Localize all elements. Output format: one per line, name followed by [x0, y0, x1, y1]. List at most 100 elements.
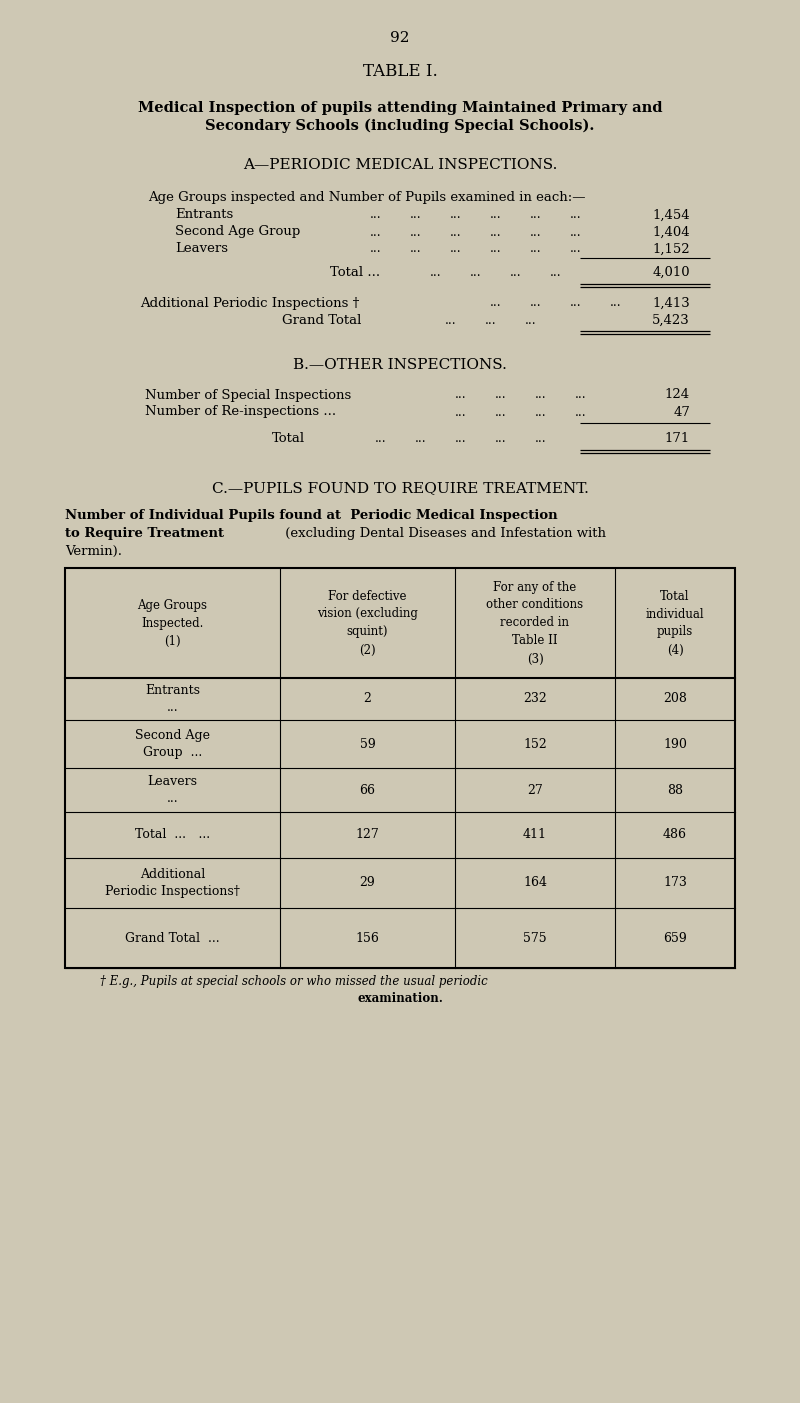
- Text: 411: 411: [523, 829, 547, 842]
- Text: Grand Total  ...: Grand Total ...: [125, 932, 220, 944]
- Text: 1,454: 1,454: [652, 209, 690, 222]
- Text: Grand Total: Grand Total: [282, 313, 362, 327]
- Text: ...: ...: [455, 405, 466, 418]
- Text: For any of the
other conditions
recorded in
Table II
(3): For any of the other conditions recorded…: [486, 581, 583, 665]
- Text: Entrants: Entrants: [175, 209, 234, 222]
- Text: ...: ...: [370, 243, 382, 255]
- Text: to Require Treatment: to Require Treatment: [65, 526, 224, 540]
- Text: ...: ...: [570, 243, 582, 255]
- Text: Total
individual
pupils
(4): Total individual pupils (4): [646, 589, 704, 657]
- Text: ...: ...: [410, 226, 422, 239]
- Text: Additional Periodic Inspections †: Additional Periodic Inspections †: [140, 296, 359, 310]
- Text: ...: ...: [415, 432, 426, 445]
- Text: ...: ...: [370, 226, 382, 239]
- Text: 208: 208: [663, 693, 687, 706]
- Text: ...: ...: [490, 296, 502, 310]
- Text: Second Age
Group  ...: Second Age Group ...: [135, 730, 210, 759]
- Text: 66: 66: [359, 783, 375, 797]
- Text: ...: ...: [450, 209, 462, 222]
- Text: ...: ...: [490, 243, 502, 255]
- Text: Total ...: Total ...: [330, 265, 380, 279]
- Text: ...: ...: [370, 209, 382, 222]
- Text: ...: ...: [495, 389, 506, 401]
- Text: Leavers: Leavers: [175, 243, 228, 255]
- Text: Total  ... ...: Total ... ...: [135, 829, 210, 842]
- Text: 124: 124: [665, 389, 690, 401]
- Text: 2: 2: [363, 693, 371, 706]
- Text: ...: ...: [410, 209, 422, 222]
- Text: 173: 173: [663, 877, 687, 890]
- Text: Age Groups inspected and Number of Pupils examined in each:—: Age Groups inspected and Number of Pupil…: [148, 191, 586, 203]
- Text: 164: 164: [523, 877, 547, 890]
- Text: 156: 156: [355, 932, 379, 944]
- Text: ...: ...: [530, 226, 542, 239]
- Text: ...: ...: [470, 265, 482, 279]
- Text: ...: ...: [535, 389, 546, 401]
- Text: (excluding Dental Diseases and Infestation with: (excluding Dental Diseases and Infestati…: [281, 526, 606, 540]
- Text: ...: ...: [550, 265, 562, 279]
- Text: Medical Inspection of pupils attending Maintained Primary and: Medical Inspection of pupils attending M…: [138, 101, 662, 115]
- Text: 27: 27: [527, 783, 543, 797]
- Text: ...: ...: [495, 405, 506, 418]
- Text: ...: ...: [455, 389, 466, 401]
- Text: ...: ...: [450, 243, 462, 255]
- Text: ...: ...: [570, 209, 582, 222]
- Text: Number of Individual Pupils found at  Periodic Medical Inspection: Number of Individual Pupils found at Per…: [65, 508, 558, 522]
- Text: ...: ...: [490, 226, 502, 239]
- Text: ...: ...: [575, 389, 586, 401]
- Text: ...: ...: [535, 405, 546, 418]
- Text: ...: ...: [445, 313, 457, 327]
- Text: examination.: examination.: [357, 992, 443, 1006]
- Text: Number of Special Inspections: Number of Special Inspections: [145, 389, 351, 401]
- Bar: [65, 568, 735, 968]
- Text: 1,152: 1,152: [652, 243, 690, 255]
- Text: 47: 47: [673, 405, 690, 418]
- Text: 59: 59: [360, 738, 375, 751]
- Text: 92: 92: [390, 31, 410, 45]
- Text: Number of Re-inspections ...: Number of Re-inspections ...: [145, 405, 336, 418]
- Text: B.—OTHER INSPECTIONS.: B.—OTHER INSPECTIONS.: [293, 358, 507, 372]
- Text: ...: ...: [530, 209, 542, 222]
- Text: 232: 232: [523, 693, 547, 706]
- Text: ...: ...: [610, 296, 622, 310]
- Text: † E.g., Pupils at special schools or who missed the usual periodic: † E.g., Pupils at special schools or who…: [100, 975, 488, 989]
- Text: Vermin).: Vermin).: [65, 544, 122, 557]
- Text: 486: 486: [663, 829, 687, 842]
- Text: 1,413: 1,413: [652, 296, 690, 310]
- Text: 4,010: 4,010: [652, 265, 690, 279]
- Text: ...: ...: [485, 313, 497, 327]
- Text: 575: 575: [523, 932, 547, 944]
- Text: ...: ...: [570, 226, 582, 239]
- Text: Secondary Schools (including Special Schools).: Secondary Schools (including Special Sch…: [206, 119, 594, 133]
- Text: ...: ...: [510, 265, 522, 279]
- Text: Leavers
...: Leavers ...: [147, 774, 198, 805]
- Text: ...: ...: [525, 313, 537, 327]
- Text: ...: ...: [455, 432, 466, 445]
- Text: ...: ...: [530, 243, 542, 255]
- Text: 190: 190: [663, 738, 687, 751]
- Text: C.—PUPILS FOUND TO REQUIRE TREATMENT.: C.—PUPILS FOUND TO REQUIRE TREATMENT.: [211, 481, 589, 495]
- Text: Age Groups
Inspected.
(1): Age Groups Inspected. (1): [138, 599, 207, 648]
- Text: ...: ...: [535, 432, 546, 445]
- Text: For defective
vision (excluding
squint)
(2): For defective vision (excluding squint) …: [317, 589, 418, 657]
- Text: ...: ...: [410, 243, 422, 255]
- Text: Second Age Group: Second Age Group: [175, 226, 300, 239]
- Text: ...: ...: [530, 296, 542, 310]
- Text: 29: 29: [360, 877, 375, 890]
- Text: 659: 659: [663, 932, 687, 944]
- Text: 88: 88: [667, 783, 683, 797]
- Text: 1,404: 1,404: [652, 226, 690, 239]
- Text: 127: 127: [356, 829, 379, 842]
- Text: Entrants
...: Entrants ...: [145, 685, 200, 714]
- Text: 152: 152: [523, 738, 547, 751]
- Text: ...: ...: [450, 226, 462, 239]
- Text: ...: ...: [495, 432, 506, 445]
- Text: ...: ...: [490, 209, 502, 222]
- Text: ...: ...: [430, 265, 442, 279]
- Text: ...: ...: [375, 432, 386, 445]
- Text: TABLE I.: TABLE I.: [362, 63, 438, 80]
- Text: ...: ...: [570, 296, 582, 310]
- Text: 171: 171: [665, 432, 690, 445]
- Text: Additional
Periodic Inspections†: Additional Periodic Inspections†: [105, 868, 240, 898]
- Text: ...: ...: [575, 405, 586, 418]
